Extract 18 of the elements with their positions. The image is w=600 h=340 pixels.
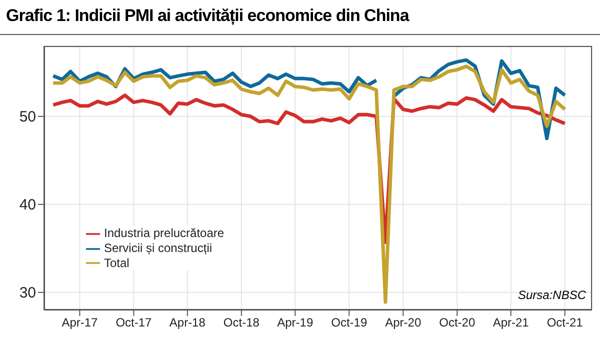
x-tick-label: Apr-17 [62,316,98,330]
x-tick-label: Apr-21 [492,316,530,330]
x-tick-label: Oct-20 [439,316,476,330]
x-tick-label: Oct-19 [331,316,368,330]
y-tick-label: 50 [19,108,36,126]
y-tick-label: 40 [19,196,36,214]
legend-label: Total [104,256,130,270]
legend-label: Industria prelucrătoare [104,226,224,240]
chart-title: Grafic 1: Indicii PMI ai activității economice din China [6,6,409,26]
x-tick-label: Apr-18 [169,316,206,330]
x-tick-label: Apr-19 [277,316,314,330]
annotation: Sursa:NBSC [518,288,586,302]
x-tick-label: Oct-17 [116,316,152,330]
x-tick-label: Apr-20 [385,316,422,330]
x-tick-label: Oct-18 [223,316,260,330]
y-tick-label: 30 [19,284,36,302]
legend-label: Servicii și construcții [104,240,212,255]
x-tick-label: Oct-21 [546,316,584,330]
